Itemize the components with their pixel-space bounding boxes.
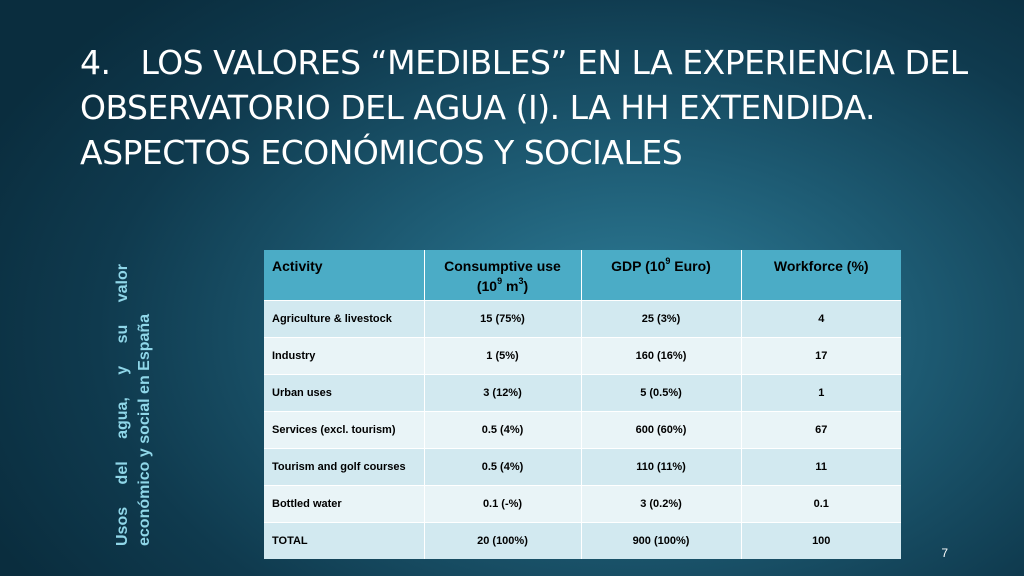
cell-activity: Industry	[264, 336, 425, 374]
title-number: 4.	[80, 43, 111, 82]
table-row: Urban uses 3 (12%) 5 (0.5%) 1	[264, 373, 901, 411]
page-number: 7	[941, 546, 948, 560]
side-caption-text: Usos del agua, y su valor económico y so…	[112, 264, 162, 546]
water-use-table: Activity Consumptive use (109 m3) GDP (10…	[264, 250, 901, 559]
header-workforce: Workforce (%)	[741, 250, 901, 300]
cell-activity: TOTAL	[264, 521, 425, 559]
cell-consumptive: 0.5 (4%)	[424, 447, 582, 485]
cell-workforce: 67	[741, 410, 901, 448]
cell-workforce: 0.1	[741, 484, 901, 522]
data-table: Activity Consumptive use (109 m3) GDP (10…	[264, 250, 901, 559]
side-caption: Usos del agua, y su valor económico y so…	[112, 264, 162, 546]
cell-gdp: 900 (100%)	[581, 521, 742, 559]
cell-activity: Agriculture & livestock	[264, 299, 425, 337]
cell-activity: Bottled water	[264, 484, 425, 522]
cell-consumptive: 0.5 (4%)	[424, 410, 582, 448]
table-row: Tourism and golf courses 0.5 (4%) 110 (1…	[264, 447, 901, 485]
cell-consumptive: 0.1 (-%)	[424, 484, 582, 522]
table-row: Services (excl. tourism) 0.5 (4%) 600 (6…	[264, 410, 901, 448]
header-activity: Activity	[264, 250, 425, 300]
cell-gdp: 5 (0.5%)	[581, 373, 742, 411]
slide-title: 4. LOS VALORES “MEDIBLES” EN LA EXPERIEN…	[80, 40, 980, 175]
cell-activity: Tourism and golf courses	[264, 447, 425, 485]
cell-workforce: 1	[741, 373, 901, 411]
cell-gdp: 110 (11%)	[581, 447, 742, 485]
table-row: Industry 1 (5%) 160 (16%) 17	[264, 336, 901, 374]
cell-activity: Urban uses	[264, 373, 425, 411]
side-caption-line-2: económico y social en España	[136, 313, 153, 546]
table-header-row: Activity Consumptive use (109 m3) GDP (10…	[264, 250, 901, 300]
table-row: Bottled water 0.1 (-%) 3 (0.2%) 0.1	[264, 484, 901, 522]
header-gdp: GDP (109 Euro)	[581, 250, 742, 300]
cell-workforce: 17	[741, 336, 901, 374]
cell-gdp: 25 (3%)	[581, 299, 742, 337]
cell-consumptive: 1 (5%)	[424, 336, 582, 374]
header-consumptive-use: Consumptive use (109 m3)	[424, 250, 582, 300]
cell-gdp: 160 (16%)	[581, 336, 742, 374]
side-caption-line-1: Usos del agua, y su valor	[114, 264, 131, 546]
table-row: Agriculture & livestock 15 (75%) 25 (3%)…	[264, 299, 901, 337]
title-text: LOS VALORES “MEDIBLES” EN LA EXPERIENCIA…	[80, 43, 968, 172]
cell-workforce: 100	[741, 521, 901, 559]
cell-consumptive: 20 (100%)	[424, 521, 582, 559]
cell-consumptive: 3 (12%)	[424, 373, 582, 411]
cell-consumptive: 15 (75%)	[424, 299, 582, 337]
cell-gdp: 3 (0.2%)	[581, 484, 742, 522]
cell-gdp: 600 (60%)	[581, 410, 742, 448]
cell-workforce: 4	[741, 299, 901, 337]
table-row-total: TOTAL 20 (100%) 900 (100%) 100	[264, 521, 901, 559]
cell-activity: Services (excl. tourism)	[264, 410, 425, 448]
cell-workforce: 11	[741, 447, 901, 485]
